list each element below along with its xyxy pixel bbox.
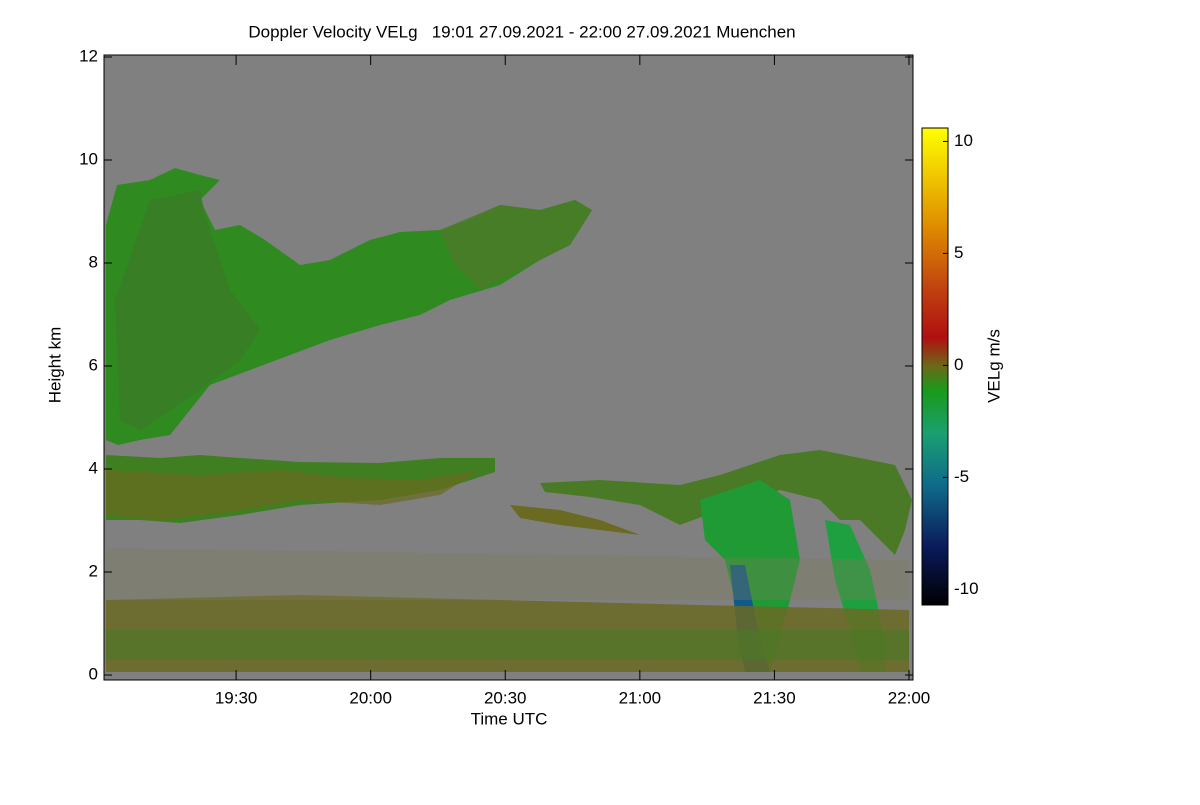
echo-field: [106, 168, 912, 672]
colorbar-tick-label: 0: [954, 355, 963, 374]
colorbar-label: VELg m/s: [984, 329, 1003, 403]
colorbar-tick-label: -5: [954, 467, 969, 486]
y-tick-label: 4: [89, 458, 98, 477]
y-tick-label: 0: [89, 664, 98, 683]
echo-region: [510, 505, 640, 535]
echo-region: [115, 190, 260, 430]
echo-region: [106, 548, 909, 600]
y-tick-label: 8: [89, 252, 98, 271]
x-tick-label: 19:30: [215, 688, 258, 707]
x-tick-label: 21:00: [619, 688, 662, 707]
x-tick-label: 20:30: [484, 688, 527, 707]
y-tick-label: 10: [79, 149, 98, 168]
colorbar-tick-label: 5: [954, 243, 963, 262]
echo-region: [440, 200, 592, 290]
y-axis-label: Height km: [45, 327, 64, 404]
colorbar-tick-label: 10: [954, 131, 973, 150]
y-tick-label: 2: [89, 561, 98, 580]
x-axis-label: Time UTC: [471, 709, 548, 728]
colorbar-tick-label: -10: [954, 579, 979, 598]
y-tick-label: 6: [89, 355, 98, 374]
x-tick-label: 21:30: [753, 688, 796, 707]
echo-region: [106, 630, 909, 660]
y-tick-label: 12: [79, 46, 98, 65]
colorbar: [921, 127, 949, 606]
x-tick-label: 20:00: [349, 688, 392, 707]
chart-title: Doppler Velocity VELg 19:01 27.09.2021 -…: [248, 22, 795, 41]
x-tick-label: 22:00: [888, 688, 931, 707]
plot-frame: [103, 54, 914, 681]
echo-region: [106, 470, 480, 520]
